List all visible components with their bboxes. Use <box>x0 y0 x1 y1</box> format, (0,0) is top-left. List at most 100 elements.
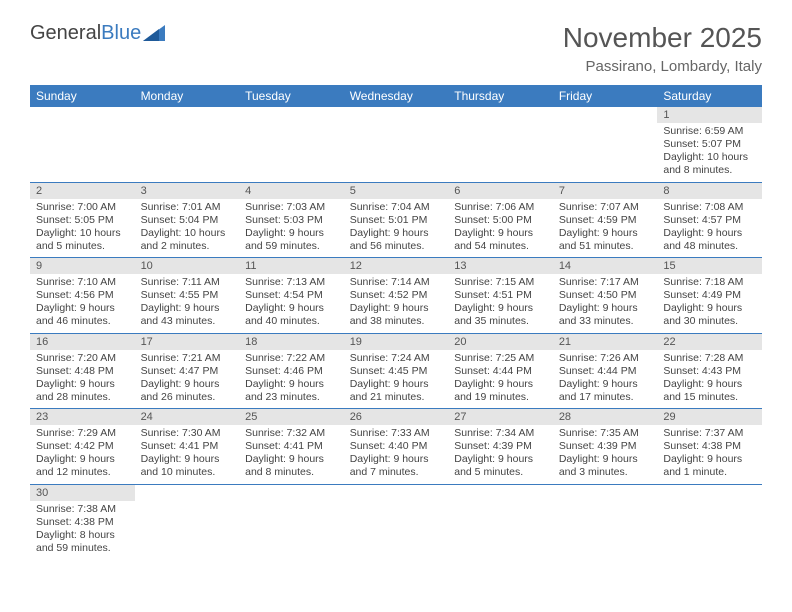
daylight-text: Daylight: 9 hours and 3 minutes. <box>559 453 652 479</box>
day-number-empty <box>344 107 449 123</box>
sunrise-text: Sunrise: 7:03 AM <box>245 201 338 214</box>
sunrise-text: Sunrise: 7:33 AM <box>350 427 443 440</box>
day-text: Sunrise: 7:25 AMSunset: 4:44 PMDaylight:… <box>448 350 553 409</box>
weekday-header: Tuesday <box>239 85 344 107</box>
logo: GeneralBlue <box>30 22 165 45</box>
day-number: 2 <box>30 183 135 199</box>
day-number: 3 <box>135 183 240 199</box>
calendar-cell: 26Sunrise: 7:33 AMSunset: 4:40 PMDayligh… <box>344 409 449 485</box>
day-number: 22 <box>657 334 762 350</box>
daylight-text: Daylight: 9 hours and 46 minutes. <box>36 302 129 328</box>
calendar-cell: 15Sunrise: 7:18 AMSunset: 4:49 PMDayligh… <box>657 258 762 334</box>
sunset-text: Sunset: 4:49 PM <box>663 289 756 302</box>
day-text: Sunrise: 7:22 AMSunset: 4:46 PMDaylight:… <box>239 350 344 409</box>
daylight-text: Daylight: 9 hours and 40 minutes. <box>245 302 338 328</box>
sunrise-text: Sunrise: 6:59 AM <box>663 125 756 138</box>
day-text: Sunrise: 7:13 AMSunset: 4:54 PMDaylight:… <box>239 274 344 333</box>
day-number: 5 <box>344 183 449 199</box>
day-number: 19 <box>344 334 449 350</box>
weekday-header: Sunday <box>30 85 135 107</box>
sunrise-text: Sunrise: 7:22 AM <box>245 352 338 365</box>
daylight-text: Daylight: 9 hours and 19 minutes. <box>454 378 547 404</box>
sunrise-text: Sunrise: 7:06 AM <box>454 201 547 214</box>
sunset-text: Sunset: 5:04 PM <box>141 214 234 227</box>
day-number-empty <box>30 107 135 123</box>
sunrise-text: Sunrise: 7:21 AM <box>141 352 234 365</box>
day-number: 20 <box>448 334 553 350</box>
day-text: Sunrise: 7:30 AMSunset: 4:41 PMDaylight:… <box>135 425 240 484</box>
sunrise-text: Sunrise: 7:13 AM <box>245 276 338 289</box>
calendar-cell: 18Sunrise: 7:22 AMSunset: 4:46 PMDayligh… <box>239 333 344 409</box>
daylight-text: Daylight: 9 hours and 43 minutes. <box>141 302 234 328</box>
sunset-text: Sunset: 4:43 PM <box>663 365 756 378</box>
calendar-cell <box>553 107 658 182</box>
calendar-cell: 27Sunrise: 7:34 AMSunset: 4:39 PMDayligh… <box>448 409 553 485</box>
calendar-cell: 13Sunrise: 7:15 AMSunset: 4:51 PMDayligh… <box>448 258 553 334</box>
calendar-cell: 21Sunrise: 7:26 AMSunset: 4:44 PMDayligh… <box>553 333 658 409</box>
day-number: 4 <box>239 183 344 199</box>
daylight-text: Daylight: 9 hours and 5 minutes. <box>454 453 547 479</box>
sunrise-text: Sunrise: 7:37 AM <box>663 427 756 440</box>
calendar-cell <box>135 484 240 559</box>
sunrise-text: Sunrise: 7:11 AM <box>141 276 234 289</box>
calendar-row: 16Sunrise: 7:20 AMSunset: 4:48 PMDayligh… <box>30 333 762 409</box>
sunset-text: Sunset: 4:38 PM <box>663 440 756 453</box>
day-text: Sunrise: 7:07 AMSunset: 4:59 PMDaylight:… <box>553 199 658 258</box>
day-text: Sunrise: 7:14 AMSunset: 4:52 PMDaylight:… <box>344 274 449 333</box>
sunset-text: Sunset: 5:07 PM <box>663 138 756 151</box>
daylight-text: Daylight: 9 hours and 12 minutes. <box>36 453 129 479</box>
calendar-cell <box>239 484 344 559</box>
sunrise-text: Sunrise: 7:18 AM <box>663 276 756 289</box>
sunset-text: Sunset: 4:38 PM <box>36 516 129 529</box>
day-number-empty <box>657 485 762 501</box>
day-number: 18 <box>239 334 344 350</box>
calendar-cell <box>344 107 449 182</box>
calendar-cell: 14Sunrise: 7:17 AMSunset: 4:50 PMDayligh… <box>553 258 658 334</box>
day-text: Sunrise: 7:18 AMSunset: 4:49 PMDaylight:… <box>657 274 762 333</box>
sunset-text: Sunset: 4:51 PM <box>454 289 547 302</box>
sunset-text: Sunset: 4:39 PM <box>454 440 547 453</box>
day-text: Sunrise: 6:59 AMSunset: 5:07 PMDaylight:… <box>657 123 762 182</box>
calendar-cell: 12Sunrise: 7:14 AMSunset: 4:52 PMDayligh… <box>344 258 449 334</box>
daylight-text: Daylight: 9 hours and 8 minutes. <box>245 453 338 479</box>
sunset-text: Sunset: 4:52 PM <box>350 289 443 302</box>
sunset-text: Sunset: 4:41 PM <box>245 440 338 453</box>
day-text: Sunrise: 7:15 AMSunset: 4:51 PMDaylight:… <box>448 274 553 333</box>
daylight-text: Daylight: 9 hours and 56 minutes. <box>350 227 443 253</box>
daylight-text: Daylight: 9 hours and 54 minutes. <box>454 227 547 253</box>
day-text: Sunrise: 7:21 AMSunset: 4:47 PMDaylight:… <box>135 350 240 409</box>
day-number: 29 <box>657 409 762 425</box>
day-number: 12 <box>344 258 449 274</box>
day-number: 10 <box>135 258 240 274</box>
day-number-empty <box>448 107 553 123</box>
sunset-text: Sunset: 4:44 PM <box>454 365 547 378</box>
calendar-cell: 9Sunrise: 7:10 AMSunset: 4:56 PMDaylight… <box>30 258 135 334</box>
daylight-text: Daylight: 9 hours and 33 minutes. <box>559 302 652 328</box>
sunset-text: Sunset: 5:01 PM <box>350 214 443 227</box>
day-text: Sunrise: 7:01 AMSunset: 5:04 PMDaylight:… <box>135 199 240 258</box>
daylight-text: Daylight: 9 hours and 48 minutes. <box>663 227 756 253</box>
sunset-text: Sunset: 4:50 PM <box>559 289 652 302</box>
daylight-text: Daylight: 9 hours and 28 minutes. <box>36 378 129 404</box>
day-text: Sunrise: 7:04 AMSunset: 5:01 PMDaylight:… <box>344 199 449 258</box>
calendar-row: 30Sunrise: 7:38 AMSunset: 4:38 PMDayligh… <box>30 484 762 559</box>
day-text: Sunrise: 7:06 AMSunset: 5:00 PMDaylight:… <box>448 199 553 258</box>
calendar-cell: 19Sunrise: 7:24 AMSunset: 4:45 PMDayligh… <box>344 333 449 409</box>
day-text: Sunrise: 7:20 AMSunset: 4:48 PMDaylight:… <box>30 350 135 409</box>
day-text: Sunrise: 7:28 AMSunset: 4:43 PMDaylight:… <box>657 350 762 409</box>
day-number: 21 <box>553 334 658 350</box>
calendar-cell: 29Sunrise: 7:37 AMSunset: 4:38 PMDayligh… <box>657 409 762 485</box>
day-number: 26 <box>344 409 449 425</box>
weekday-header: Saturday <box>657 85 762 107</box>
calendar-cell: 7Sunrise: 7:07 AMSunset: 4:59 PMDaylight… <box>553 182 658 258</box>
day-number: 16 <box>30 334 135 350</box>
day-text: Sunrise: 7:33 AMSunset: 4:40 PMDaylight:… <box>344 425 449 484</box>
daylight-text: Daylight: 10 hours and 5 minutes. <box>36 227 129 253</box>
sunrise-text: Sunrise: 7:00 AM <box>36 201 129 214</box>
daylight-text: Daylight: 9 hours and 10 minutes. <box>141 453 234 479</box>
sunrise-text: Sunrise: 7:07 AM <box>559 201 652 214</box>
calendar-row: 9Sunrise: 7:10 AMSunset: 4:56 PMDaylight… <box>30 258 762 334</box>
day-number: 30 <box>30 485 135 501</box>
day-text: Sunrise: 7:37 AMSunset: 4:38 PMDaylight:… <box>657 425 762 484</box>
calendar-cell: 11Sunrise: 7:13 AMSunset: 4:54 PMDayligh… <box>239 258 344 334</box>
